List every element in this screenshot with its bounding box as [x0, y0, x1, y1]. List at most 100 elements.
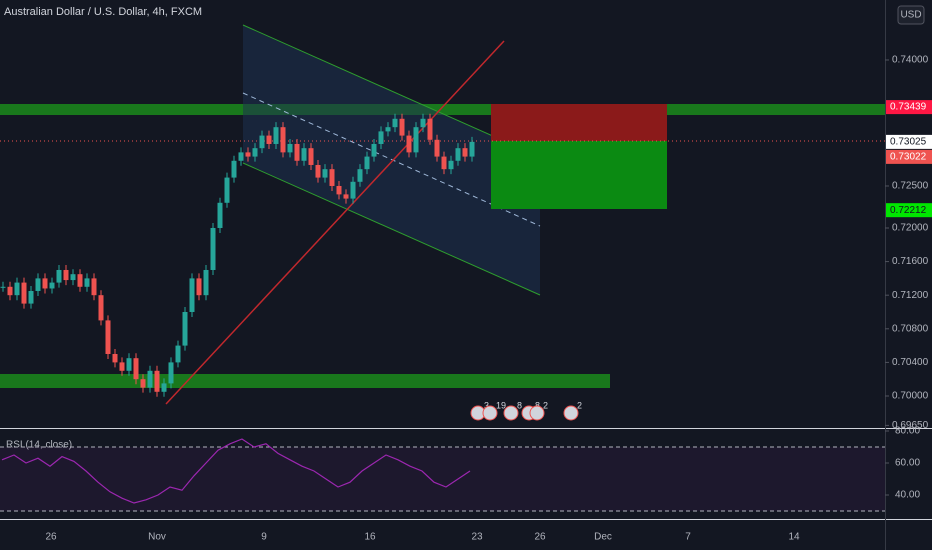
- candle-body: [455, 148, 461, 161]
- event-badge: [503, 405, 519, 421]
- candle-body: [357, 169, 363, 182]
- rsi-band-fill: [0, 447, 885, 511]
- price-tag: [886, 149, 932, 164]
- candle-body: [63, 269, 69, 281]
- candle-body: [21, 282, 27, 304]
- price-tick-label: 0.69650: [892, 420, 929, 431]
- rsi-tick-label: 60.00: [895, 458, 920, 469]
- candle-body: [420, 118, 426, 128]
- candle-body: [266, 135, 272, 144]
- price-tick-label: 0.70400: [892, 357, 929, 368]
- candle-body: [189, 278, 195, 312]
- time-label: 23: [471, 532, 483, 543]
- candle-body: [413, 127, 419, 153]
- candle-body: [231, 160, 237, 178]
- candle-body: [273, 127, 279, 144]
- price-tag-label: 0.72212: [890, 205, 927, 216]
- candle-body: [469, 141, 475, 157]
- candle-body: [448, 160, 454, 170]
- price-tick-label: 0.71600: [892, 256, 929, 267]
- candle-body: [322, 169, 328, 178]
- candle-body: [154, 370, 160, 392]
- candle-body: [175, 345, 181, 363]
- candle-body: [280, 127, 286, 153]
- candle-body: [462, 148, 468, 157]
- candle-body: [98, 295, 104, 321]
- candle-body: [140, 379, 146, 388]
- event-badge: [563, 405, 579, 421]
- candle-body: [378, 131, 384, 144]
- candle-body: [294, 143, 300, 161]
- time-label: 7: [685, 532, 691, 543]
- time-label: 16: [364, 532, 376, 543]
- candle-body: [168, 362, 174, 384]
- candle-body: [427, 118, 433, 140]
- candle-body: [91, 278, 97, 296]
- candle-body: [252, 148, 258, 157]
- candle-body: [49, 282, 55, 289]
- currency-button-label[interactable]: USD: [900, 10, 921, 21]
- candle-body: [7, 286, 13, 296]
- candle-body: [287, 143, 293, 153]
- event-badge-count: 8: [517, 400, 522, 410]
- event-badge-count: 3: [484, 400, 489, 410]
- price-tag-label: 0.73025: [890, 137, 927, 148]
- price-tag-label: 0.73022: [890, 152, 927, 163]
- candle-body: [406, 135, 412, 153]
- price-tag-label: 0.73439: [890, 102, 927, 113]
- candles: [0, 113, 475, 397]
- candle-body: [133, 358, 139, 380]
- candle-body: [371, 143, 377, 157]
- trend-line: [165, 40, 505, 405]
- event-badge-count: 19: [496, 400, 506, 410]
- candle-body: [301, 148, 307, 161]
- price-tag: [886, 134, 932, 149]
- time-label: 9: [261, 532, 267, 543]
- candle-body: [105, 320, 111, 354]
- support-zone: [0, 374, 610, 388]
- price-tick-label: 0.74000: [892, 55, 929, 66]
- time-label: Nov: [148, 532, 166, 543]
- candle-body: [392, 118, 398, 128]
- candle-body: [308, 148, 314, 165]
- candle-body: [14, 282, 20, 296]
- rsi-tick-label: 40.00: [895, 490, 920, 501]
- candle-body: [259, 135, 265, 149]
- candle-body: [343, 194, 349, 199]
- candle-body: [77, 274, 83, 287]
- price-tag: [886, 100, 932, 115]
- candle-body: [42, 278, 48, 289]
- time-label: 14: [788, 532, 800, 543]
- rsi-tick-label: 80.00: [895, 426, 920, 437]
- candle-body: [119, 362, 125, 371]
- candle-body: [329, 169, 335, 186]
- time-label: Dec: [594, 532, 612, 543]
- candle-body: [28, 290, 34, 304]
- event-badge: [482, 405, 498, 421]
- symbol-title: Australian Dollar / U.S. Dollar, 4h, FXC…: [4, 6, 202, 18]
- target-zone: [491, 141, 667, 209]
- candle-body: [0, 286, 6, 288]
- candle-body: [112, 353, 118, 363]
- candle-body: [238, 152, 244, 161]
- currency-button[interactable]: [897, 5, 925, 25]
- candle-body: [217, 202, 223, 228]
- event-badge-count: 8: [535, 400, 540, 410]
- candle-body: [336, 185, 342, 195]
- price-tick-label: 0.70800: [892, 323, 929, 334]
- time-label: 26: [45, 532, 57, 543]
- event-badge-count: 2: [577, 400, 582, 410]
- candle-body: [84, 278, 90, 287]
- candle-body: [126, 358, 132, 371]
- candle-body: [182, 311, 188, 346]
- candle-body: [245, 152, 251, 157]
- price-tick-label: 0.71200: [892, 290, 929, 301]
- candle-body: [364, 156, 370, 170]
- candle-body: [224, 177, 230, 203]
- channel-mid: [242, 92, 541, 227]
- candle-body: [399, 118, 405, 136]
- candle-body: [350, 181, 356, 199]
- resistance-zone: [0, 104, 885, 115]
- candle-body: [203, 269, 209, 296]
